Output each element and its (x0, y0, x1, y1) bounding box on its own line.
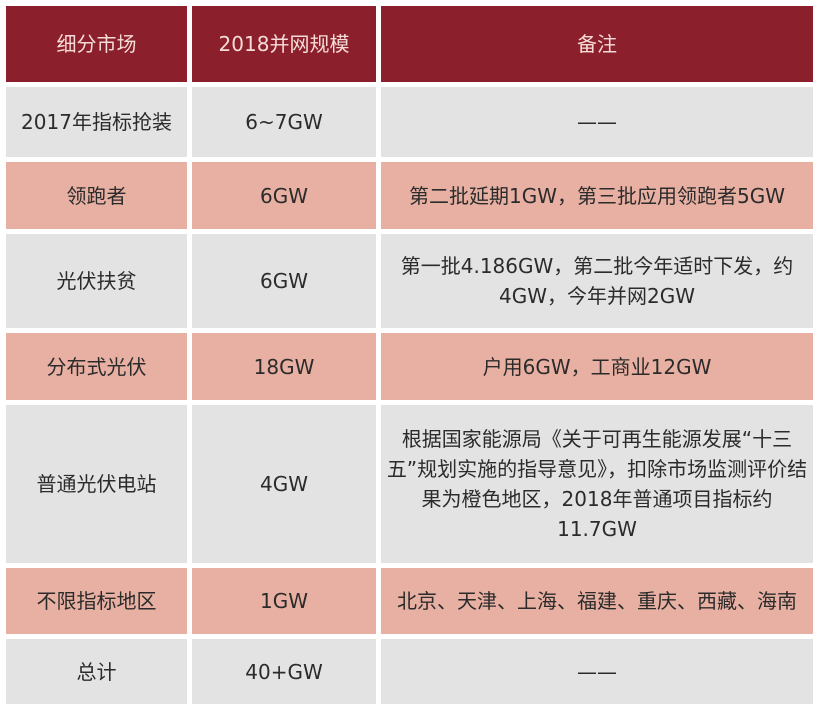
market-table: 细分市场 2018并网规模 备注 2017年指标抢装 6~7GW —— 领跑者 6GW 第… (6, 6, 813, 704)
cell-note: —— (381, 639, 813, 704)
cell-scale: 4GW (192, 405, 376, 563)
cell-market: 总计 (6, 639, 187, 704)
cell-market: 光伏扶贫 (6, 234, 187, 328)
cell-scale: 6GW (192, 162, 376, 229)
header-note: 备注 (381, 6, 813, 82)
cell-note: —— (381, 87, 813, 157)
cell-scale: 18GW (192, 333, 376, 400)
cell-note: 根据国家能源局《关于可再生能源发展“十三五”规划实施的指导意见》，扣除市场监测评… (381, 405, 813, 563)
cell-scale: 40+GW (192, 639, 376, 704)
cell-market: 领跑者 (6, 162, 187, 229)
cell-note: 户用6GW，工商业12GW (381, 333, 813, 400)
cell-market: 普通光伏电站 (6, 405, 187, 563)
cell-note: 第一批4.186GW，第二批今年适时下发，约4GW，今年并网2GW (381, 234, 813, 328)
cell-scale: 1GW (192, 568, 376, 634)
cell-note: 北京、天津、上海、福建、重庆、西藏、海南 (381, 568, 813, 634)
cell-scale: 6~7GW (192, 87, 376, 157)
cell-market: 分布式光伏 (6, 333, 187, 400)
cell-note: 第二批延期1GW，第三批应用领跑者5GW (381, 162, 813, 229)
header-market: 细分市场 (6, 6, 187, 82)
header-scale: 2018并网规模 (192, 6, 376, 82)
cell-market: 2017年指标抢装 (6, 87, 187, 157)
cell-market: 不限指标地区 (6, 568, 187, 634)
cell-scale: 6GW (192, 234, 376, 328)
